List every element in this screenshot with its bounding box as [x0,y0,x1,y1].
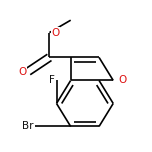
Text: O: O [18,67,26,77]
Text: F: F [49,75,55,85]
Text: Br: Br [22,121,33,131]
Text: O: O [119,75,127,85]
Text: O: O [51,28,59,38]
